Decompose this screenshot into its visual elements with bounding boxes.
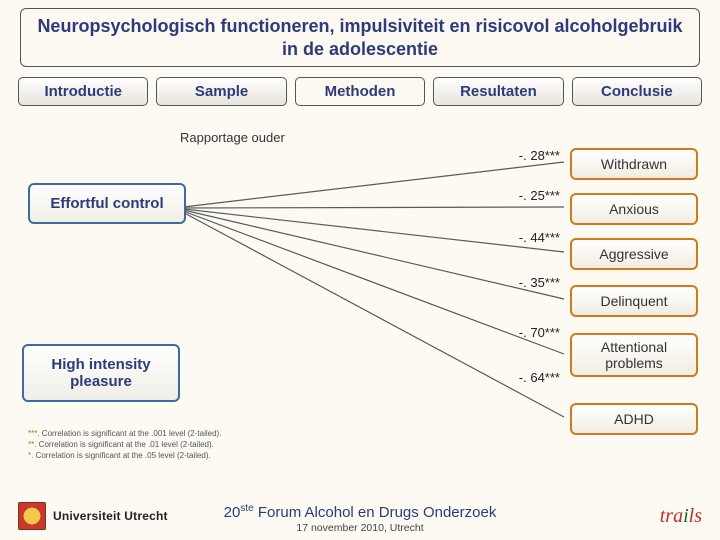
coef-withdrawn: -. 28*** xyxy=(490,148,560,163)
outcome-attentional: Attentional problems xyxy=(570,333,698,377)
subtitle-rapportage: Rapportage ouder xyxy=(180,130,285,145)
slide-title: Neuropsychologisch functioneren, impulsi… xyxy=(20,8,700,67)
source-effortful-control: Effortful control xyxy=(28,183,186,224)
significance-footnotes: ***. Correlation is significant at the .… xyxy=(28,428,221,462)
source-high-intensity-pleasure: High intensity pleasure xyxy=(22,344,180,402)
outcome-adhd: ADHD xyxy=(570,403,698,435)
coef-delinquent: -. 35*** xyxy=(490,275,560,290)
coef-adhd: -. 64*** xyxy=(490,370,560,385)
coef-aggressive: -. 44*** xyxy=(490,230,560,245)
tab-methoden[interactable]: Methoden xyxy=(295,77,425,106)
coef-attentional: -. 70*** xyxy=(490,325,560,340)
logo-universiteit-utrecht: Universiteit Utrecht xyxy=(18,502,168,530)
outcome-aggressive: Aggressive xyxy=(570,238,698,270)
logo-trails: trails xyxy=(660,505,702,528)
nav-tabs: Introductie Sample Methoden Resultaten C… xyxy=(18,77,702,106)
tab-conclusie[interactable]: Conclusie xyxy=(572,77,702,106)
uu-sun-icon xyxy=(18,502,46,530)
tab-sample[interactable]: Sample xyxy=(156,77,286,106)
outcome-anxious: Anxious xyxy=(570,193,698,225)
outcome-delinquent: Delinquent xyxy=(570,285,698,317)
outcome-withdrawn: Withdrawn xyxy=(570,148,698,180)
coef-anxious: -. 25*** xyxy=(490,188,560,203)
uu-wordmark: Universiteit Utrecht xyxy=(53,509,168,523)
tab-resultaten[interactable]: Resultaten xyxy=(433,77,563,106)
tab-introductie[interactable]: Introductie xyxy=(18,77,148,106)
